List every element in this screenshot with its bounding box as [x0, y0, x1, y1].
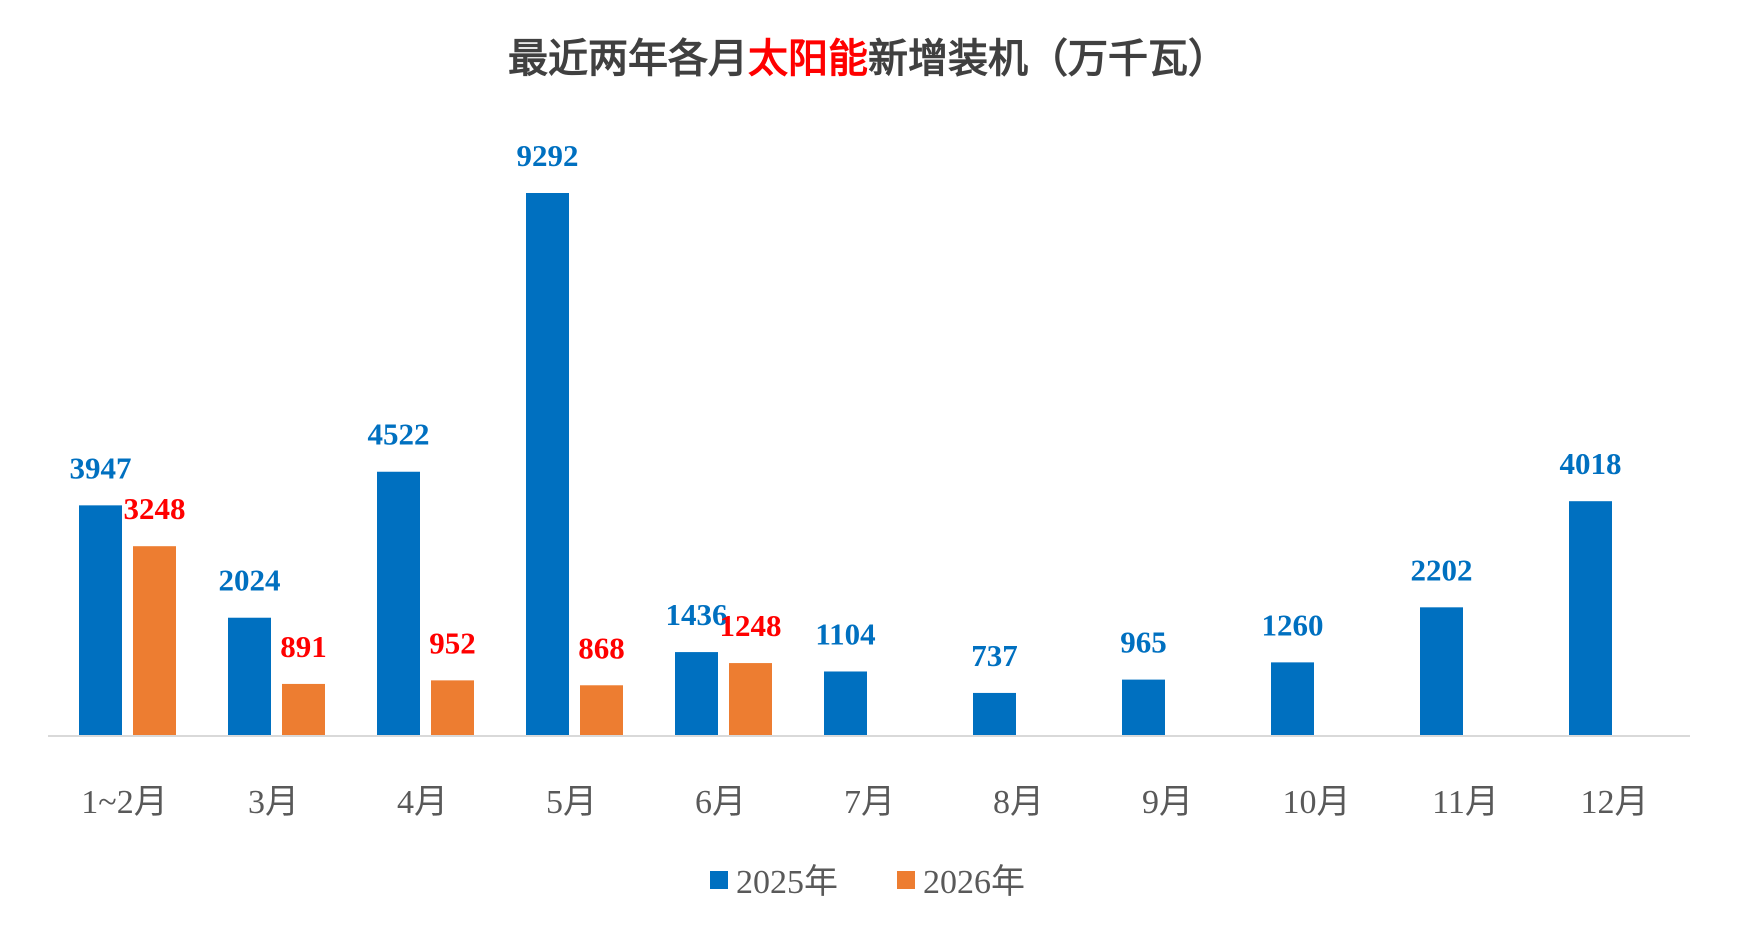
x-tick-label: 9月 — [1142, 784, 1193, 821]
data-label-2026年-4月: 952 — [429, 625, 476, 660]
bar-2026年-6月 — [729, 663, 772, 736]
chart-title-part-0: 最近两年各月 — [508, 36, 748, 82]
bar-2025年-7月 — [824, 671, 867, 736]
x-tick-label: 3月 — [248, 784, 299, 821]
data-label-2025年-8月: 737 — [971, 638, 1018, 673]
bar-2025年-10月 — [1271, 662, 1314, 736]
bar-2026年-1~2月 — [133, 546, 176, 736]
x-tick-label: 8月 — [993, 784, 1044, 821]
chart-title-part-1: 太阳能 — [748, 36, 868, 82]
bars-layer: 3947 2024 4522 9292 1436 1104 737 965 1260 2202 40… — [70, 138, 1622, 736]
data-label-2025年-6月: 1436 — [666, 597, 728, 632]
bar-2025年-8月 — [973, 692, 1016, 736]
data-label-2025年-3月: 2024 — [219, 563, 281, 598]
bar-2026年-5月 — [580, 685, 623, 736]
bar-2025年-6月 — [675, 652, 718, 736]
legend-label-2026年: 2026年 — [923, 863, 1025, 901]
legend-swatch-2025年 — [710, 871, 728, 889]
legend-label-2025年: 2025年 — [736, 863, 838, 901]
data-label-2025年-9月: 965 — [1120, 625, 1167, 660]
data-label-2025年-11月: 2202 — [1411, 552, 1473, 587]
bar-2026年-4月 — [431, 680, 474, 736]
data-label-2025年-10月: 1260 — [1262, 607, 1324, 642]
data-label-2026年-3月: 891 — [280, 629, 327, 664]
x-tick-label: 12月 — [1581, 784, 1649, 821]
bar-2025年-9月 — [1122, 679, 1165, 736]
bar-2025年-3月 — [228, 617, 271, 736]
legend: 2025年 2026年 — [710, 863, 1025, 901]
data-label-2025年-7月: 1104 — [815, 616, 875, 651]
bar-2025年-5月 — [526, 193, 569, 736]
data-label-2025年-1~2月: 3947 — [70, 450, 132, 485]
data-label-2025年-4月: 4522 — [368, 417, 430, 452]
x-tick-label: 10月 — [1283, 784, 1351, 821]
bar-2025年-1~2月 — [79, 505, 122, 736]
bar-2025年-12月 — [1569, 501, 1612, 736]
x-tick-label: 5月 — [546, 784, 597, 821]
x-tick-label: 1~2月 — [81, 784, 167, 821]
x-tick-label: 6月 — [695, 784, 746, 821]
chart-title-part-2: 新增装机（万千瓦） — [868, 36, 1228, 82]
data-label-2025年-12月: 4018 — [1560, 446, 1622, 481]
data-label-2026年-5月: 868 — [578, 630, 625, 665]
x-tick-label: 11月 — [1432, 784, 1499, 821]
legend-swatch-2026年 — [897, 871, 915, 889]
bar-2025年-4月 — [377, 471, 420, 736]
data-label-2025年-5月: 9292 — [517, 138, 579, 173]
x-tick-labels: 1~2月 3月 4月 5月 6月 7月 8月 9月 10月 11月 12月 — [81, 784, 1648, 821]
bar-2026年-3月 — [282, 683, 325, 736]
bar-2025年-11月 — [1420, 607, 1463, 736]
x-tick-label: 7月 — [844, 784, 895, 821]
data-label-2026年-1~2月: 3248 — [124, 491, 186, 526]
chart-title: 最近两年各月太阳能新增装机（万千瓦） — [508, 36, 1228, 82]
x-tick-label: 4月 — [397, 784, 448, 821]
data-label-2026年-6月: 1248 — [720, 608, 782, 643]
